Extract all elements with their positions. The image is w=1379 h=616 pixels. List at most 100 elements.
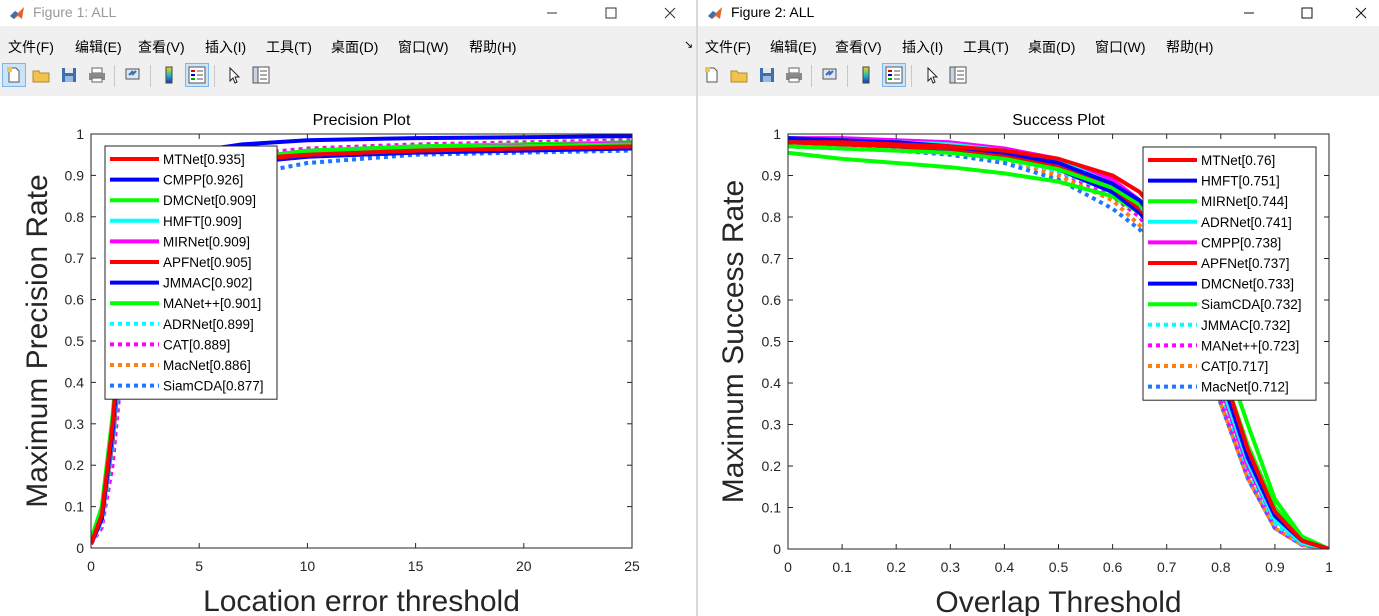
y-tick-label: 0.3 (65, 416, 85, 432)
legend-label: MTNet[0.76] (1201, 153, 1275, 168)
link-button[interactable] (121, 63, 145, 87)
print-icon (786, 67, 802, 83)
x-tick-label: 5 (195, 558, 203, 574)
y-tick-label: 0.1 (65, 499, 85, 515)
x-tick-label: 25 (624, 558, 640, 574)
legend-button[interactable] (185, 63, 209, 87)
legend-label: SiamCDA[0.877] (163, 379, 264, 394)
legend-label: MANet++[0.723] (1201, 338, 1299, 353)
menu-desktop[interactable]: 桌面(D) (1028, 39, 1076, 55)
menu-help[interactable]: 帮助(H) (1166, 39, 1214, 55)
x-axis-label: Overlap Threshold (935, 586, 1181, 616)
toolbar-separator (114, 65, 115, 87)
colorbar-icon (862, 66, 870, 84)
figure-window-1: Figure 1: ALL 文件(F) 编辑(E) 查看(V) 插入(I) 工具… (0, 0, 696, 616)
x-tick-label: 0.7 (1157, 559, 1177, 575)
menu-insert[interactable]: 插入(I) (902, 39, 944, 55)
x-tick-label: 0.4 (995, 559, 1015, 575)
save-button[interactable] (755, 63, 779, 87)
title-bar[interactable]: Figure 1: ALL (0, 0, 696, 26)
toolbar (698, 60, 1379, 92)
menu-insert[interactable]: 插入(I) (205, 39, 247, 55)
new-figure-icon (705, 67, 718, 83)
y-tick-label: 0.2 (762, 458, 782, 474)
pointer-button[interactable] (920, 63, 944, 87)
new-figure-button[interactable] (2, 63, 26, 87)
legend-label: ADRNet[0.899] (163, 317, 254, 332)
legend-icon (885, 66, 903, 84)
legend-label: MacNet[0.886] (163, 358, 251, 373)
axes: 0 0.1 0.2 0.3 0.4 0.5 0.6 0.7 0.8 0.9 1 0 0.1 0.2 0.3 0… (717, 112, 1333, 616)
chart-title: Precision Plot (313, 112, 411, 129)
open-file-button[interactable] (727, 63, 751, 87)
open-file-button[interactable] (29, 63, 53, 87)
y-tick-label: 0.5 (762, 334, 782, 350)
close-button[interactable] (1338, 0, 1379, 26)
menu-view[interactable]: 查看(V) (835, 39, 882, 55)
property-editor-icon (949, 66, 967, 84)
menu-view[interactable]: 查看(V) (138, 39, 185, 55)
maximize-button[interactable] (588, 0, 634, 26)
x-tick-label: 0.1 (832, 559, 852, 575)
maximize-button[interactable] (1284, 0, 1330, 26)
close-icon (1355, 7, 1367, 19)
close-button[interactable] (647, 0, 693, 26)
menu-tools[interactable]: 工具(T) (963, 39, 1009, 55)
new-figure-button[interactable] (700, 63, 724, 87)
property-editor-button[interactable] (946, 63, 970, 87)
y-tick-label: 0.8 (65, 209, 85, 225)
axes: 0 5 10 15 20 25 0 0.1 0.2 0.3 0.4 0.5 0.6 0.7 0.8 0.9 1 P… (21, 112, 640, 616)
menu-edit[interactable]: 编辑(E) (75, 39, 122, 55)
legend-label: APFNet[0.737] (1201, 256, 1290, 271)
menu-tools[interactable]: 工具(T) (266, 39, 312, 55)
menu-window[interactable]: 窗口(W) (398, 39, 449, 55)
minimize-button[interactable] (529, 0, 575, 26)
save-button[interactable] (57, 63, 81, 87)
close-icon (664, 7, 676, 19)
legend-label: SiamCDA[0.732] (1201, 297, 1302, 312)
menu-edit[interactable]: 编辑(E) (770, 39, 817, 55)
menu-file[interactable]: 文件(F) (8, 39, 54, 55)
legend: MTNet[0.76] HMFT[0.751] MIRNet[0.744] ADRNe… (1142, 146, 1317, 401)
print-button[interactable] (782, 63, 806, 87)
legend: MTNet[0.935] CMPP[0.926] DMCNet[0.909] HMFT… (104, 145, 278, 400)
menu-overflow-icon[interactable]: ↘ (684, 39, 694, 51)
legend-label: CAT[0.717] (1201, 359, 1268, 374)
y-tick-label: 0.6 (65, 292, 85, 308)
y-axis-label: Maximum Precision Rate (21, 174, 54, 507)
y-tick-label: 0.7 (762, 251, 782, 267)
colorbar-button[interactable] (854, 63, 878, 87)
maximize-icon (1301, 7, 1313, 19)
pointer-icon (927, 66, 939, 84)
pointer-button[interactable] (222, 63, 246, 87)
menu-window[interactable]: 窗口(W) (1095, 39, 1146, 55)
menu-desktop[interactable]: 桌面(D) (331, 39, 379, 55)
chart-title: Success Plot (1012, 112, 1105, 129)
toolbar-separator (911, 65, 912, 87)
x-tick-label: 0.2 (886, 559, 906, 575)
property-editor-button[interactable] (249, 63, 273, 87)
y-tick-label: 0.9 (65, 167, 85, 183)
window-title: Figure 2: ALL (731, 4, 815, 20)
minimize-button[interactable] (1226, 0, 1272, 26)
print-button[interactable] (85, 63, 109, 87)
menu-file[interactable]: 文件(F) (705, 39, 751, 55)
menu-help[interactable]: 帮助(H) (469, 39, 517, 55)
y-tick-label: 1 (76, 126, 84, 142)
menu-bar: 文件(F) 编辑(E) 查看(V) 插入(I) 工具(T) 桌面(D) 窗口(W… (0, 32, 696, 56)
legend-label: MIRNet[0.909] (163, 234, 250, 249)
legend-button[interactable] (882, 63, 906, 87)
precision-plot: 0 5 10 15 20 25 0 0.1 0.2 0.3 0.4 0.5 0.6 0.7 0.8 0.9 1 P… (0, 96, 696, 616)
link-button[interactable] (818, 63, 842, 87)
series-group (788, 136, 1329, 549)
y-tick-label: 0.7 (65, 250, 85, 266)
colorbar-button[interactable] (157, 63, 181, 87)
y-tick-label: 0 (76, 540, 84, 556)
legend-label: MTNet[0.935] (163, 152, 245, 167)
legend-label: HMFT[0.751] (1201, 174, 1280, 189)
y-tick-label: 0.8 (762, 209, 782, 225)
save-icon (760, 68, 774, 82)
new-figure-icon (7, 67, 20, 83)
title-bar[interactable]: Figure 2: ALL (698, 0, 1379, 26)
x-tick-label: 1 (1325, 559, 1333, 575)
